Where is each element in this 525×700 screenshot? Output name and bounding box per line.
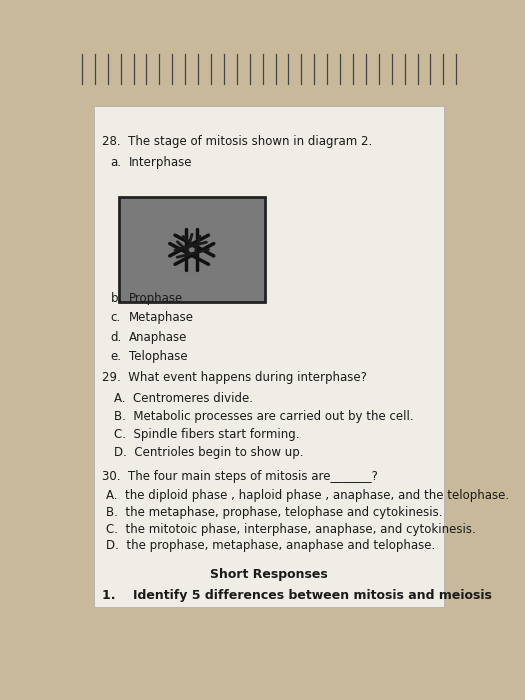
FancyBboxPatch shape: [94, 106, 444, 607]
Text: 30.  The four main steps of mitosis are_______?: 30. The four main steps of mitosis are__…: [102, 470, 378, 483]
Text: A.  the diploid phase , haploid phase , anaphase, and the telophase.: A. the diploid phase , haploid phase , a…: [106, 489, 509, 503]
Text: 28.  The stage of mitosis shown in diagram 2.: 28. The stage of mitosis shown in diagra…: [102, 135, 373, 148]
Text: A.  Centromeres divide.: A. Centromeres divide.: [114, 392, 254, 405]
Text: Telophase: Telophase: [129, 350, 187, 363]
Text: c.: c.: [110, 312, 121, 325]
Text: C.  Spindle fibers start forming.: C. Spindle fibers start forming.: [114, 428, 300, 441]
Text: D.  the prophase, metaphase, anaphase and telophase.: D. the prophase, metaphase, anaphase and…: [106, 540, 436, 552]
Text: C.  the mitotoic phase, interphase, anaphase, and cytokinesis.: C. the mitotoic phase, interphase, anaph…: [106, 523, 476, 536]
Text: a.: a.: [110, 155, 121, 169]
Text: Interphase: Interphase: [129, 155, 192, 169]
Text: Short Responses: Short Responses: [210, 568, 328, 581]
Text: b.: b.: [110, 291, 122, 304]
Text: Prophase: Prophase: [129, 291, 183, 304]
Text: B.  the metaphase, prophase, telophase and cytokinesis.: B. the metaphase, prophase, telophase an…: [106, 506, 443, 519]
Text: D.  Centrioles begin to show up.: D. Centrioles begin to show up.: [114, 446, 304, 459]
Text: Anaphase: Anaphase: [129, 331, 187, 344]
Text: 29.  What event happens during interphase?: 29. What event happens during interphase…: [102, 371, 367, 384]
Text: d.: d.: [110, 331, 122, 344]
Text: 1.    Identify 5 differences between mitosis and meiosis: 1. Identify 5 differences between mitosi…: [102, 589, 492, 601]
Text: B.  Metabolic processes are carried out by the cell.: B. Metabolic processes are carried out b…: [114, 410, 414, 423]
FancyBboxPatch shape: [119, 197, 265, 302]
Text: e.: e.: [110, 350, 121, 363]
Text: Metaphase: Metaphase: [129, 312, 194, 325]
